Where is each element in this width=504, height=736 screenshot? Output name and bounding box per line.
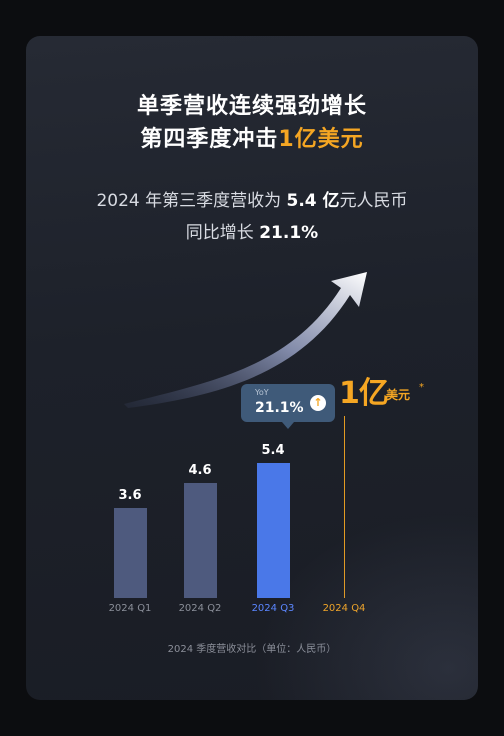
x-tick-label: 2024 Q3 [251,603,295,614]
subtitle-line1: 2024 年第三季度营收为 5.4 亿元人民币 [26,186,478,211]
headline-target-amount: 1亿美元 [278,127,364,152]
q4-target-footnote-mark: * [419,382,424,393]
bar-value-label: 4.6 [188,463,212,478]
yoy-callout: YoY 21.1% ↑ [241,384,335,429]
bar-value-label: 5.4 [261,443,285,458]
bar-2024-q2 [183,483,217,598]
q4-target-line [344,416,345,598]
up-arrow-icon: ↑ [310,395,326,411]
q4-target-amount: 1亿 [339,376,389,411]
bar-2024-q3 [256,463,290,598]
chart-footnote: 2024 季度营收对比（单位：人民币） [167,644,337,655]
headline-line1: 单季营收连续强劲增长 [136,94,367,119]
x-tick-label: 2024 Q1 [108,603,152,614]
headline-line2: 第四季度冲击1亿美元 [26,121,478,153]
yoy-label: YoY [255,388,269,397]
bar-2024-q1 [113,508,147,598]
q4-target-unit: 美元 [386,388,411,402]
subtitle-line2-text: 同比增长 [185,223,260,243]
x-tick-label: 2024 Q4 [322,603,366,614]
growth-arrow-icon [124,272,367,408]
subtitle-line2: 同比增长 21.1% [26,218,478,243]
subtitle-line1-text-b: 元人民币 [339,191,408,211]
x-tick-label: 2024 Q2 [178,603,222,614]
subtitle-revenue-value: 5.4 亿 [286,191,340,211]
revenue-card: 单季营收连续强劲增长 第四季度冲击1亿美元 2024 年第三季度营收为 5.4 … [26,36,478,700]
bar-value-label: 3.6 [118,488,142,503]
yoy-value: 21.1% [255,400,304,416]
headline-line2-prefix: 第四季度冲击 [140,127,279,152]
subtitle-growth-value: 21.1% [259,223,319,243]
subtitle-line1-text-a: 2024 年第三季度营收为 [96,191,287,211]
